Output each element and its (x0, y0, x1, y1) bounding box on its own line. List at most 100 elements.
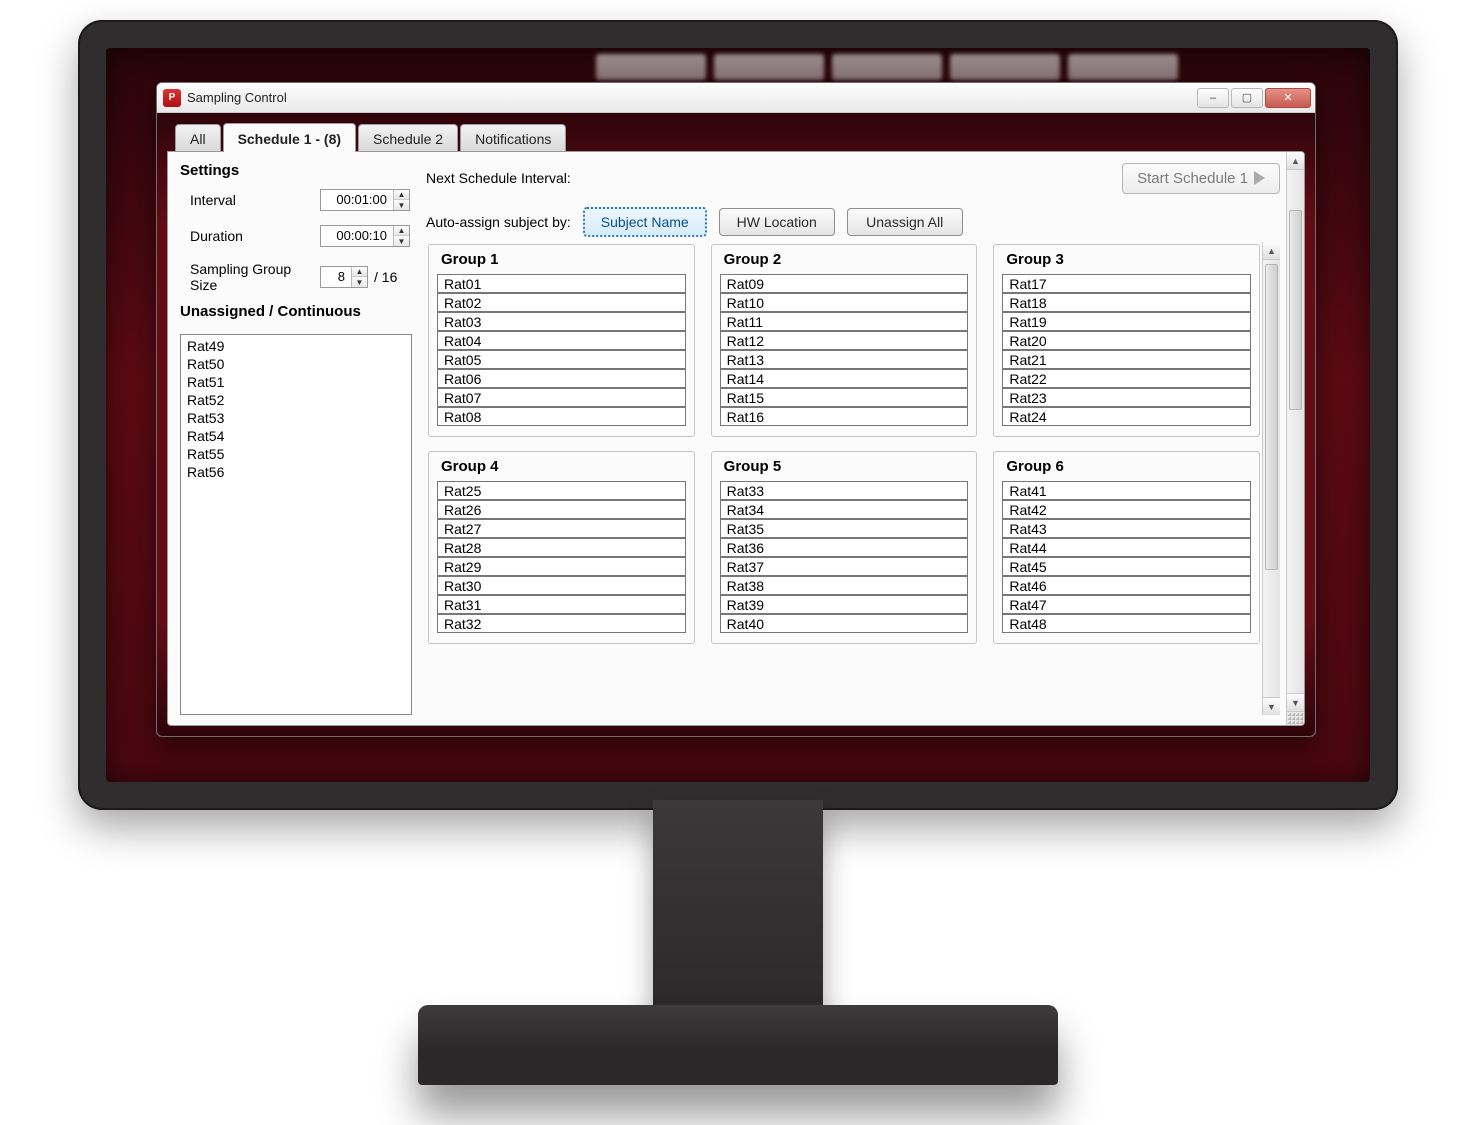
panel-scrollbar[interactable]: ▲ ▼ (1286, 152, 1304, 711)
list-item[interactable]: Rat55 (185, 445, 407, 463)
list-item[interactable]: Rat03 (437, 312, 686, 331)
duration-spinner-arrows[interactable]: ▲ ▼ (393, 226, 409, 246)
titlebar[interactable]: P Sampling Control – ▢ ✕ (157, 83, 1315, 113)
chevron-down-icon[interactable]: ▼ (394, 200, 409, 210)
subject-name-button[interactable]: Subject Name (583, 207, 707, 237)
chevron-down-icon[interactable]: ▼ (352, 277, 367, 287)
list-item[interactable]: Rat26 (437, 500, 686, 519)
list-item[interactable]: Rat06 (437, 369, 686, 388)
list-item[interactable]: Rat43 (1002, 519, 1251, 538)
list-item[interactable]: Rat22 (1002, 369, 1251, 388)
list-item[interactable]: Rat04 (437, 331, 686, 350)
list-item[interactable]: Rat12 (720, 331, 969, 350)
tab-s1[interactable]: Schedule 1 - (8) (223, 123, 356, 152)
list-item[interactable]: Rat19 (1002, 312, 1251, 331)
list-item[interactable]: Rat16 (720, 407, 969, 426)
tab-nt[interactable]: Notifications (460, 124, 566, 152)
list-item[interactable]: Rat52 (185, 391, 407, 409)
chevron-down-icon[interactable]: ▼ (1287, 693, 1304, 711)
list-item[interactable]: Rat50 (185, 355, 407, 373)
list-item[interactable]: Rat08 (437, 407, 686, 426)
list-item[interactable]: Rat51 (185, 373, 407, 391)
minimize-button[interactable]: – (1197, 88, 1229, 108)
list-item[interactable]: Rat24 (1002, 407, 1251, 426)
list-item[interactable]: Rat07 (437, 388, 686, 407)
chevron-down-icon[interactable]: ▼ (1263, 697, 1280, 715)
interval-spinner[interactable]: 00:01:00 ▲ ▼ (320, 189, 410, 211)
list-item[interactable]: Rat39 (720, 595, 969, 614)
list-item[interactable]: Rat10 (720, 293, 969, 312)
list-item[interactable]: Rat42 (1002, 500, 1251, 519)
list-item[interactable]: Rat37 (720, 557, 969, 576)
scrollbar-track[interactable] (1287, 170, 1304, 693)
group-title: Group 4 (441, 458, 686, 475)
chevron-up-icon[interactable]: ▲ (1287, 152, 1304, 170)
scrollbar-thumb[interactable] (1289, 210, 1302, 410)
tab-all[interactable]: All (175, 124, 221, 152)
duration-spinner[interactable]: 00:00:10 ▲ ▼ (320, 225, 410, 247)
list-item[interactable]: Rat11 (720, 312, 969, 331)
list-item[interactable]: Rat45 (1002, 557, 1251, 576)
list-item[interactable]: Rat23 (1002, 388, 1251, 407)
list-item[interactable]: Rat38 (720, 576, 969, 595)
list-item[interactable]: Rat18 (1002, 293, 1251, 312)
interval-spinner-arrows[interactable]: ▲ ▼ (393, 190, 409, 210)
unassign-all-button[interactable]: Unassign All (847, 208, 963, 236)
group-size-spinner[interactable]: 8 ▲ ▼ (320, 266, 368, 288)
list-item[interactable]: Rat32 (437, 614, 686, 633)
list-item[interactable]: Rat33 (720, 481, 969, 500)
list-item[interactable]: Rat21 (1002, 350, 1251, 369)
list-item[interactable]: Rat46 (1002, 576, 1251, 595)
list-item[interactable]: Rat17 (1002, 274, 1251, 293)
group-box-2: Group 2Rat09Rat10Rat11Rat12Rat13Rat14Rat… (711, 244, 978, 437)
list-item[interactable]: Rat56 (185, 463, 407, 481)
resize-grip[interactable] (1286, 711, 1304, 725)
list-item[interactable]: Rat44 (1002, 538, 1251, 557)
list-item[interactable]: Rat05 (437, 350, 686, 369)
chevron-up-icon[interactable]: ▲ (352, 267, 367, 277)
list-item[interactable]: Rat13 (720, 350, 969, 369)
chevron-up-icon[interactable]: ▲ (394, 190, 409, 200)
tab-s2[interactable]: Schedule 2 (358, 124, 458, 152)
list-item[interactable]: Rat02 (437, 293, 686, 312)
scrollbar-track[interactable] (1263, 260, 1280, 697)
groups-scrollbar[interactable]: ▲ ▼ (1262, 242, 1280, 715)
group-title: Group 2 (724, 251, 969, 268)
list-item[interactable]: Rat29 (437, 557, 686, 576)
list-item[interactable]: Rat34 (720, 500, 969, 519)
list-item[interactable]: Rat27 (437, 519, 686, 538)
start-schedule-button[interactable]: Start Schedule 1 (1122, 163, 1280, 194)
list-item[interactable]: Rat14 (720, 369, 969, 388)
unassigned-heading: Unassigned / Continuous (180, 303, 412, 320)
chevron-down-icon[interactable]: ▼ (394, 236, 409, 246)
list-item[interactable]: Rat30 (437, 576, 686, 595)
interval-value[interactable]: 00:01:00 (321, 190, 393, 210)
list-item[interactable]: Rat31 (437, 595, 686, 614)
list-item[interactable]: Rat47 (1002, 595, 1251, 614)
list-item[interactable]: Rat48 (1002, 614, 1251, 633)
unassigned-list[interactable]: Rat49Rat50Rat51Rat52Rat53Rat54Rat55Rat56 (180, 334, 412, 715)
list-item[interactable]: Rat41 (1002, 481, 1251, 500)
chevron-up-icon[interactable]: ▲ (1263, 242, 1280, 260)
list-item[interactable]: Rat49 (185, 337, 407, 355)
maximize-button[interactable]: ▢ (1231, 88, 1263, 108)
group-size-value[interactable]: 8 (321, 267, 351, 287)
duration-value[interactable]: 00:00:10 (321, 226, 393, 246)
list-item[interactable]: Rat54 (185, 427, 407, 445)
list-item[interactable]: Rat40 (720, 614, 969, 633)
list-item[interactable]: Rat53 (185, 409, 407, 427)
monitor-bezel: P Sampling Control – ▢ ✕ AllSchedule 1 -… (78, 20, 1398, 810)
close-button[interactable]: ✕ (1265, 88, 1311, 108)
scrollbar-thumb[interactable] (1265, 264, 1278, 570)
list-item[interactable]: Rat15 (720, 388, 969, 407)
list-item[interactable]: Rat20 (1002, 331, 1251, 350)
list-item[interactable]: Rat09 (720, 274, 969, 293)
list-item[interactable]: Rat28 (437, 538, 686, 557)
list-item[interactable]: Rat25 (437, 481, 686, 500)
list-item[interactable]: Rat35 (720, 519, 969, 538)
chevron-up-icon[interactable]: ▲ (394, 226, 409, 236)
list-item[interactable]: Rat36 (720, 538, 969, 557)
list-item[interactable]: Rat01 (437, 274, 686, 293)
hw-location-button[interactable]: HW Location (719, 208, 835, 236)
group-size-spinner-arrows[interactable]: ▲ ▼ (351, 267, 367, 287)
